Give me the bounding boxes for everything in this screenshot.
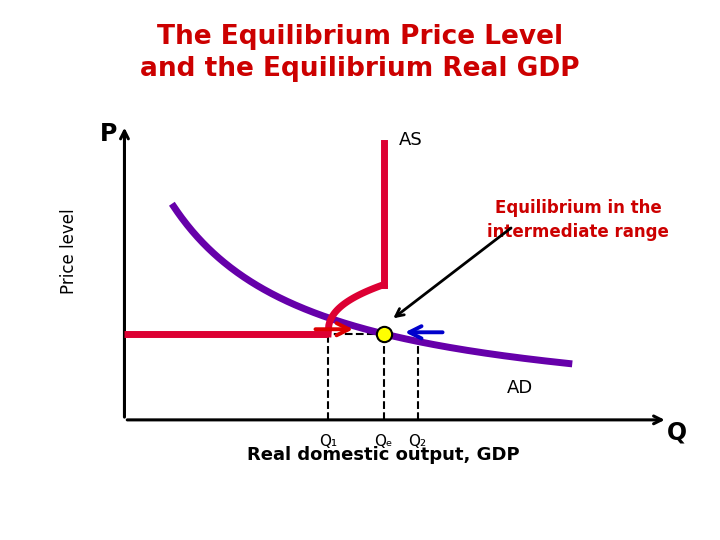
Text: Real domestic output, GDP: Real domestic output, GDP [248,446,520,464]
Text: AS: AS [399,131,423,149]
Text: P: P [100,122,117,146]
Text: Q: Q [667,420,687,444]
Text: AD: AD [507,379,534,396]
Text: The Equilibrium Price Level
and the Equilibrium Real GDP: The Equilibrium Price Level and the Equi… [140,24,580,82]
Text: Price level: Price level [60,208,78,294]
Text: Qₑ: Qₑ [374,434,393,449]
Text: Equilibrium in the
intermediate range: Equilibrium in the intermediate range [487,199,669,241]
Text: Q₁: Q₁ [319,434,337,449]
Text: Q₂: Q₂ [408,434,427,449]
